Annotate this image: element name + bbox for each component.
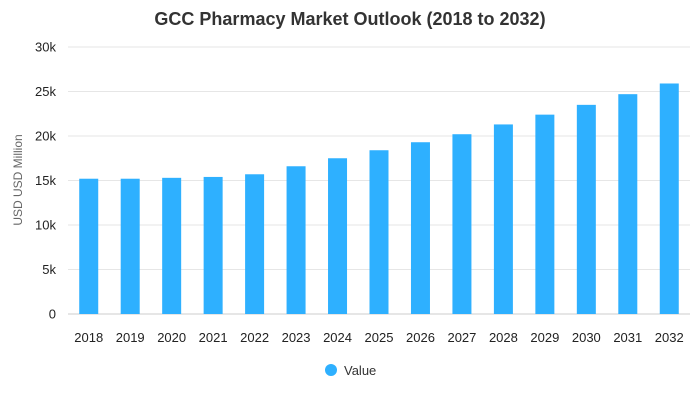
bar-2020[interactable] [162, 177, 182, 314]
chart-title: GCC Pharmacy Market Outlook (2018 to 203… [154, 9, 545, 29]
bar-2028[interactable] [493, 124, 513, 315]
y-axis-ticks: 0 5k 10k 15k 20k 25k 30k [35, 40, 56, 322]
x-tick-label: 2028 [489, 330, 518, 345]
legend-label-value: Value [344, 363, 376, 378]
y-tick-label: 0 [49, 307, 56, 322]
x-tick-label: 2026 [406, 330, 435, 345]
bar-2018[interactable] [79, 178, 99, 314]
x-tick-label: 2022 [240, 330, 269, 345]
x-tick-label: 2030 [572, 330, 601, 345]
bar-2022[interactable] [245, 174, 265, 314]
x-tick-label: 2031 [613, 330, 642, 345]
x-axis-ticks: 2018 2019 2020 2021 2022 2023 2024 2025 2026 2027… [74, 330, 683, 345]
x-tick-label: 2032 [655, 330, 684, 345]
bar-2027[interactable] [452, 134, 472, 314]
legend-swatch-value [325, 364, 337, 376]
y-tick-label: 20k [35, 129, 56, 144]
y-tick-label: 5k [42, 262, 56, 277]
bar-2026[interactable] [410, 142, 430, 314]
x-tick-label: 2019 [116, 330, 145, 345]
y-tick-label: 15k [35, 173, 56, 188]
x-tick-label: 2025 [365, 330, 394, 345]
bar-2030[interactable] [576, 104, 596, 314]
x-tick-label: 2027 [447, 330, 476, 345]
y-tick-label: 30k [35, 40, 56, 55]
bar-2023[interactable] [286, 166, 306, 314]
bar-2032[interactable] [659, 83, 679, 315]
x-tick-label: 2020 [157, 330, 186, 345]
x-tick-label: 2024 [323, 330, 352, 345]
bars [79, 83, 679, 315]
x-tick-label: 2023 [282, 330, 311, 345]
x-tick-label: 2018 [74, 330, 103, 345]
x-tick-label: 2021 [199, 330, 228, 345]
bar-2025[interactable] [369, 150, 389, 314]
x-tick-label: 2029 [530, 330, 559, 345]
y-axis-label: USD USD Million [11, 134, 25, 225]
bar-2031[interactable] [618, 94, 638, 314]
bar-2021[interactable] [203, 176, 223, 314]
y-tick-label: 25k [35, 84, 56, 99]
y-tick-label: 10k [35, 218, 56, 233]
bar-2029[interactable] [535, 114, 555, 314]
bar-2019[interactable] [120, 178, 140, 314]
bar-2024[interactable] [328, 158, 348, 314]
legend[interactable]: Value [325, 363, 376, 378]
